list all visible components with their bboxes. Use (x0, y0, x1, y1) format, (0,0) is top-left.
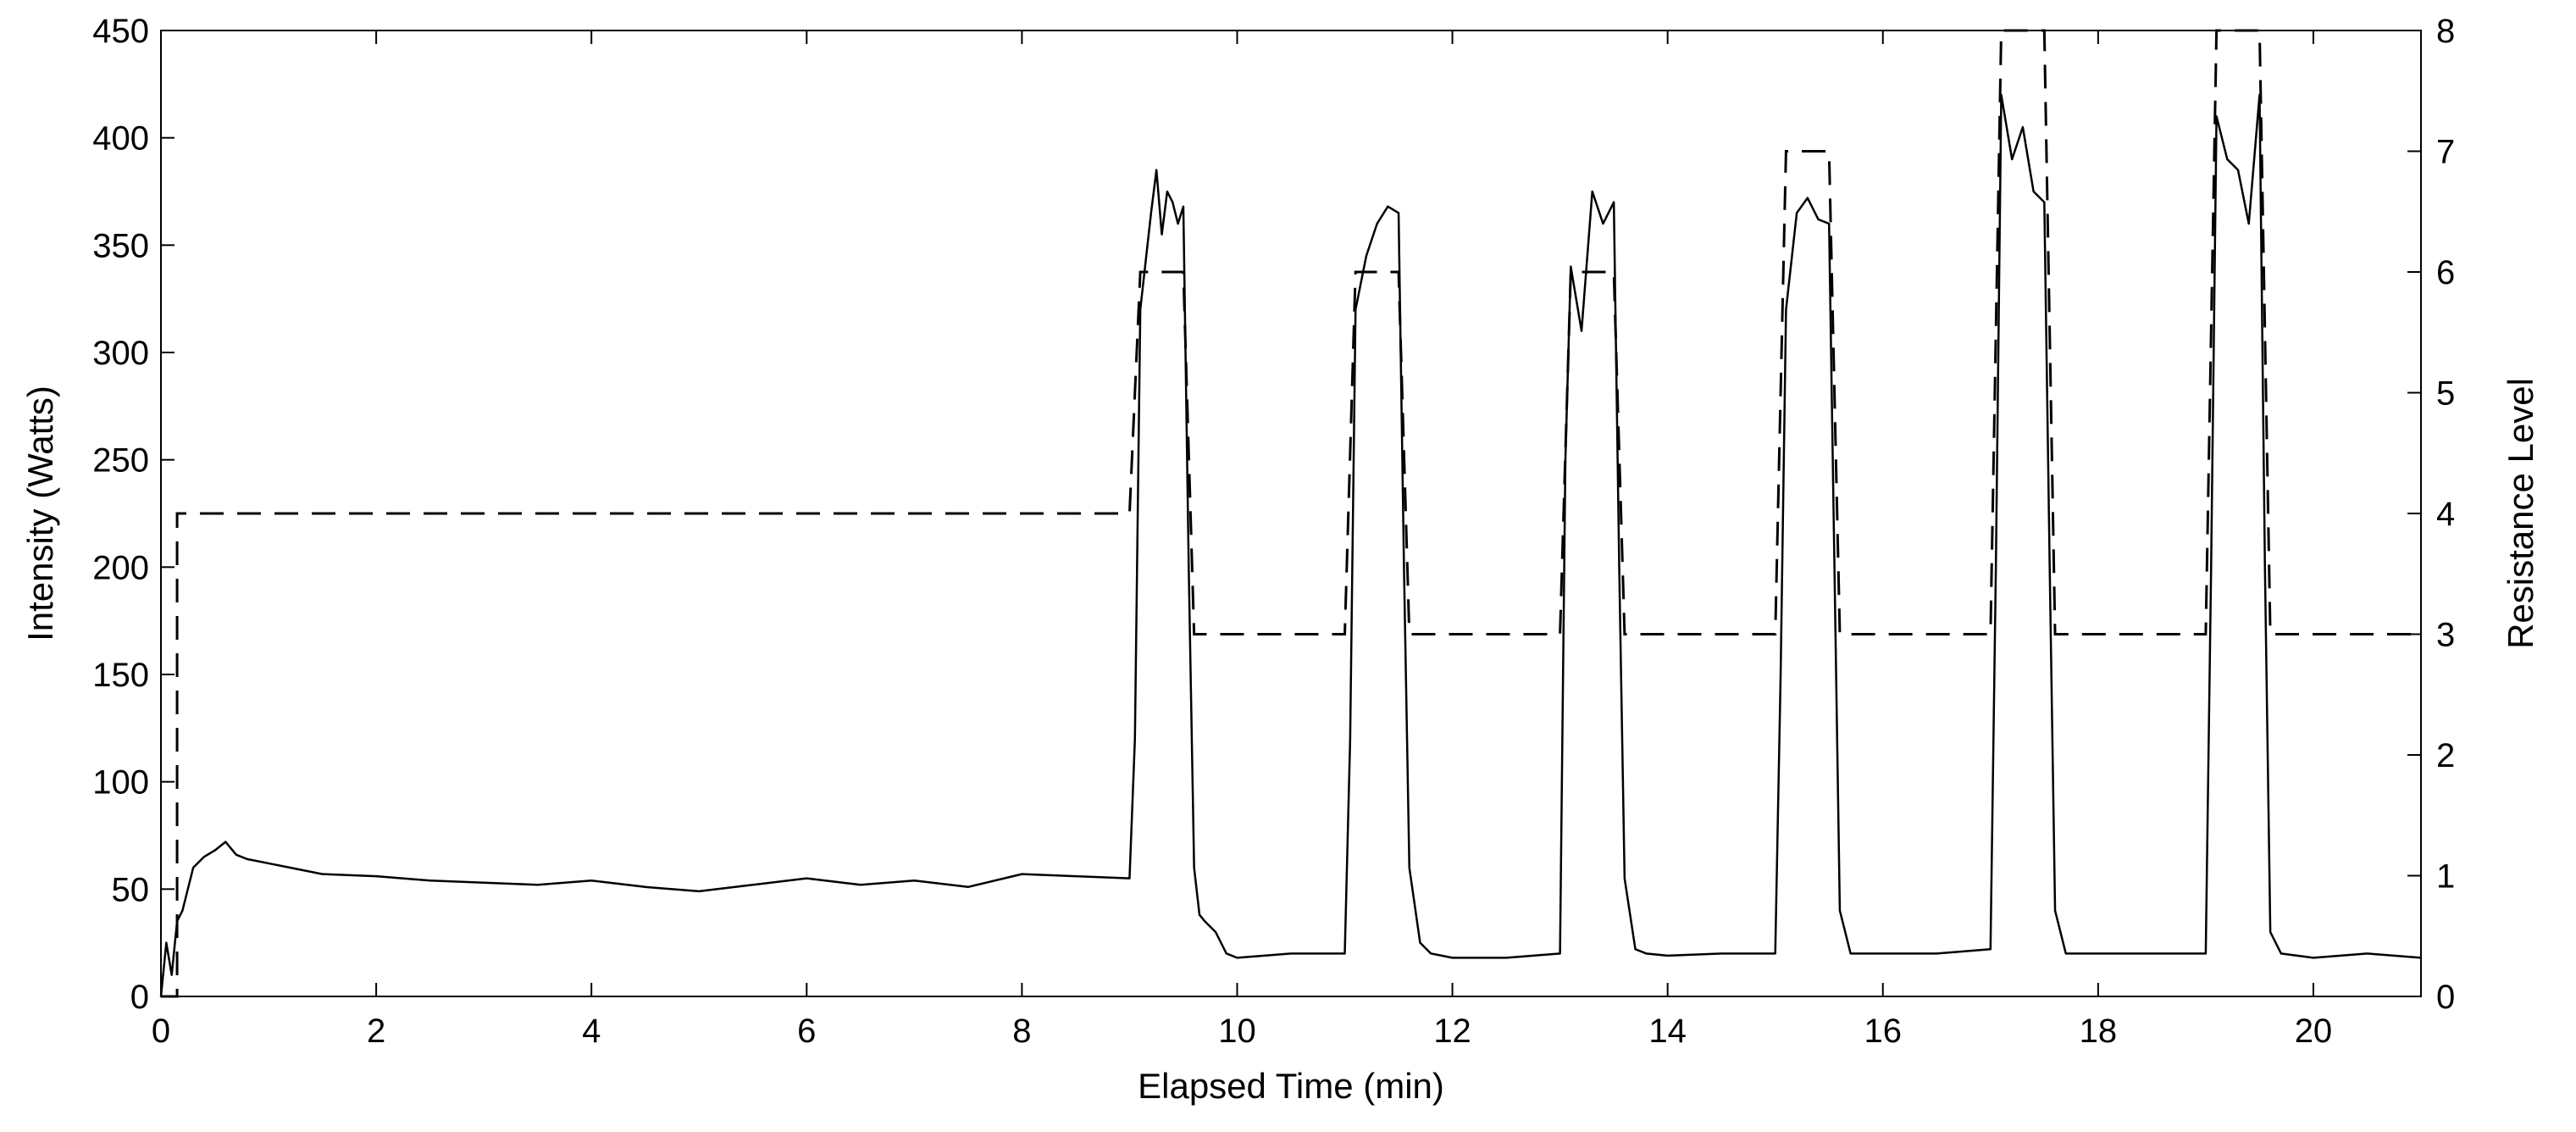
x-axis-label: Elapsed Time (min) (1138, 1066, 1444, 1106)
y-left-tick-label: 50 (112, 871, 150, 908)
y-right-tick-label: 6 (2436, 254, 2455, 291)
y-axis-left-label: Intensity (Watts) (20, 386, 60, 641)
ticks-layer: 0 2 4 6 8 10 12 14 16 18 2005010015020025030035040… (92, 13, 2455, 1050)
y-right-tick-label: 5 (2436, 375, 2455, 413)
y-left-tick-label: 100 (92, 764, 149, 802)
y-right-tick-label: 8 (2436, 13, 2455, 50)
y-right-tick-label: 1 (2436, 858, 2455, 896)
x-tick-label: 20 (2295, 1013, 2333, 1050)
y-right-tick-label: 7 (2436, 134, 2455, 171)
y-right-tick-label: 4 (2436, 496, 2455, 533)
y-axis-right-label: Resistance Level (2501, 378, 2540, 649)
labels-layer: Elapsed Time (min) Intensity (Watts) Res… (20, 378, 2540, 1106)
y-left-tick-label: 300 (92, 335, 149, 372)
y-right-tick-label: 0 (2436, 979, 2455, 1016)
y-right-tick-label: 3 (2436, 617, 2455, 654)
y-left-tick-label: 0 (130, 979, 149, 1016)
y-left-tick-label: 250 (92, 442, 149, 480)
y-left-tick-label: 200 (92, 549, 149, 586)
x-tick-label: 2 (367, 1013, 385, 1050)
intensity-series-line (159, 93, 2422, 997)
x-tick-label: 8 (1012, 1013, 1031, 1050)
x-tick-label: 18 (2080, 1013, 2118, 1050)
y-left-tick-label: 450 (92, 13, 149, 50)
x-tick-label: 10 (1218, 1013, 1256, 1050)
series-layer (159, 29, 2422, 998)
x-tick-label: 14 (1648, 1013, 1687, 1050)
y-left-tick-label: 350 (92, 227, 149, 264)
x-tick-label: 6 (797, 1013, 816, 1050)
x-tick-label: 0 (152, 1013, 170, 1050)
y-right-tick-label: 2 (2436, 737, 2455, 774)
y-left-tick-label: 150 (92, 657, 149, 694)
resistance-level-series-line (161, 29, 2421, 998)
x-tick-label: 12 (1433, 1013, 1471, 1050)
y-left-tick-label: 400 (92, 120, 149, 158)
x-tick-label: 16 (1864, 1013, 1903, 1050)
x-tick-label: 4 (582, 1013, 601, 1050)
